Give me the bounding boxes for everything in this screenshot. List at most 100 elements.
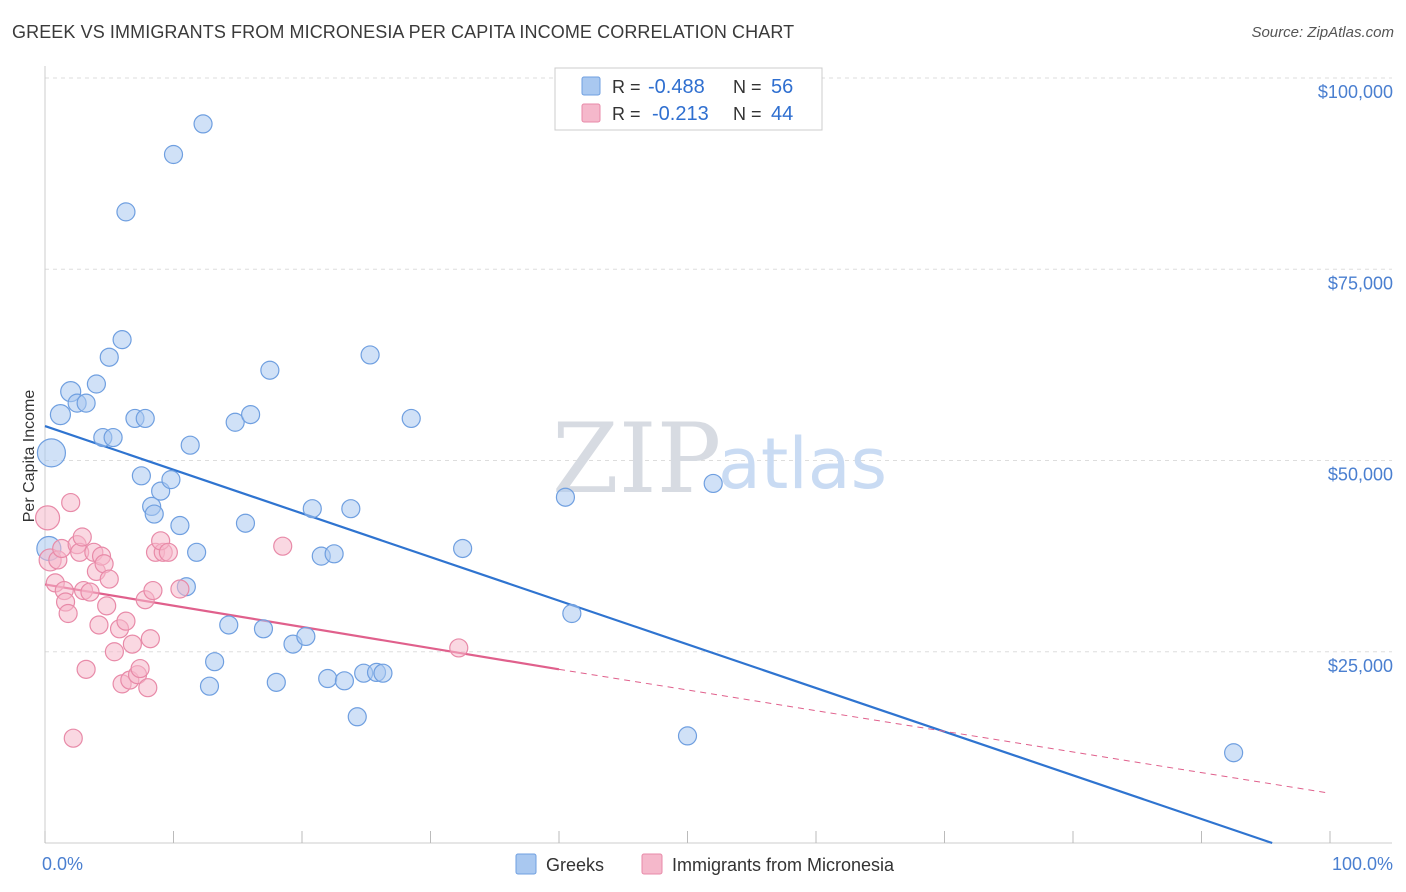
point-greeks-9 xyxy=(112,330,132,350)
watermark-atlas: atlas xyxy=(718,423,887,505)
bottom-legend-swatch-greeks xyxy=(515,853,537,875)
legend-n-label-micronesia: N = xyxy=(733,104,762,124)
point-greeks-13 xyxy=(135,408,155,429)
point-micronesia-22 xyxy=(99,569,119,589)
point-micronesia-32 xyxy=(138,678,158,698)
watermark: ZIP atlas xyxy=(552,403,887,515)
point-micronesia-8 xyxy=(61,492,81,513)
point-micronesia-9 xyxy=(63,728,83,748)
x-tick-labels: 0.0% 100.0% xyxy=(42,854,1393,874)
point-micronesia-12 xyxy=(72,527,92,547)
legend-r-value-greeks: -0.488 xyxy=(648,76,705,98)
grid-layer xyxy=(45,77,1392,653)
point-micronesia-15 xyxy=(80,582,100,602)
point-greeks-41 xyxy=(347,707,367,727)
point-greeks-50 xyxy=(677,726,698,746)
x-tick-label-1: 100.0% xyxy=(1332,854,1393,874)
point-greeks-26 xyxy=(219,615,239,635)
legend-n-value-greeks: 56 xyxy=(771,76,793,98)
point-greeks-10 xyxy=(116,202,136,222)
point-micronesia-14 xyxy=(76,659,96,679)
point-micronesia-33 xyxy=(140,629,160,649)
legend-n-value-micronesia: 44 xyxy=(771,103,793,125)
legend-r-label-micronesia: R = xyxy=(612,104,641,124)
point-greeks-24 xyxy=(199,676,220,696)
point-micronesia-26 xyxy=(116,611,136,631)
y-tick-label-1: $50,000 xyxy=(1328,465,1393,485)
point-greeks-46 xyxy=(401,408,421,429)
point-greeks-37 xyxy=(318,668,338,689)
point-greeks-49 xyxy=(562,603,582,624)
point-micronesia-23 xyxy=(104,642,124,662)
point-micronesia-40 xyxy=(273,536,293,556)
point-greeks-30 xyxy=(253,619,274,639)
point-greeks-5 xyxy=(86,374,107,394)
point-greeks-18 xyxy=(163,144,184,165)
point-greeks-19 xyxy=(170,515,190,536)
point-greeks-39 xyxy=(334,671,355,691)
point-greeks-43 xyxy=(360,345,380,365)
legend-n-label-greeks: N = xyxy=(733,77,762,97)
point-greeks-52 xyxy=(1224,743,1244,763)
points-layer xyxy=(34,114,1244,763)
point-micronesia-39 xyxy=(170,579,190,599)
x-tick-label-0: 0.0% xyxy=(42,854,83,874)
point-greeks-40 xyxy=(341,499,361,519)
point-greeks-45 xyxy=(373,663,393,683)
point-greeks-1 xyxy=(49,404,72,426)
point-micronesia-41 xyxy=(449,638,469,658)
trend-line-micronesia xyxy=(44,583,560,671)
y-tick-label-0: $25,000 xyxy=(1328,656,1393,676)
point-micronesia-21 xyxy=(97,596,117,616)
point-greeks-25 xyxy=(205,652,225,672)
chart-source: Source: ZipAtlas.com xyxy=(1251,24,1394,41)
point-greeks-31 xyxy=(260,360,280,380)
point-greeks-51 xyxy=(703,473,723,494)
bottom-legend-micronesia: Immigrants from Micronesia xyxy=(672,855,895,875)
y-tick-labels: $25,000 $50,000 $75,000 $100,000 xyxy=(1318,82,1393,676)
point-micronesia-7 xyxy=(58,603,78,624)
point-greeks-48 xyxy=(555,487,576,507)
point-greeks-47 xyxy=(453,538,473,559)
trend-line-extension-micronesia xyxy=(558,668,1331,794)
point-greeks-21 xyxy=(180,435,200,455)
point-greeks-34 xyxy=(296,626,316,647)
point-greeks-12 xyxy=(131,466,151,486)
point-greeks-15 xyxy=(144,504,164,524)
point-greeks-38 xyxy=(324,544,344,564)
point-greeks-23 xyxy=(193,114,213,134)
legend-r-value-micronesia: -0.213 xyxy=(652,103,709,125)
legend-swatch-micronesia xyxy=(581,103,601,123)
point-greeks-17 xyxy=(161,470,181,490)
point-micronesia-34 xyxy=(143,580,163,601)
bottom-legend-greeks: Greeks xyxy=(546,855,604,875)
trend-line-greeks xyxy=(44,425,1273,845)
bottom-legend-swatch-micronesia xyxy=(641,853,663,875)
point-greeks-27 xyxy=(225,412,245,432)
point-greeks-28 xyxy=(235,513,256,533)
point-micronesia-30 xyxy=(130,658,150,679)
y-tick-label-2: $75,000 xyxy=(1328,273,1393,293)
y-axis-label: Per Capita Income xyxy=(21,390,38,523)
point-micronesia-38 xyxy=(158,542,178,562)
trend-layer xyxy=(44,425,1331,845)
correlation-legend: R = -0.488 N = 56 R = -0.213 N = 44 xyxy=(554,67,823,131)
point-greeks-8 xyxy=(103,427,123,448)
series-legend: Greeks Immigrants from Micronesia xyxy=(515,853,895,875)
point-greeks-35 xyxy=(302,499,322,519)
point-greeks-0 xyxy=(36,438,67,468)
point-greeks-22 xyxy=(187,542,207,562)
point-greeks-32 xyxy=(266,672,286,692)
watermark-zip: ZIP xyxy=(552,403,721,515)
point-micronesia-0 xyxy=(34,505,61,531)
point-micronesia-18 xyxy=(89,615,109,635)
y-tick-label-3: $100,000 xyxy=(1318,82,1393,102)
point-greeks-29 xyxy=(241,405,261,425)
legend-swatch-greeks xyxy=(581,76,601,96)
point-micronesia-28 xyxy=(122,634,142,654)
point-greeks-7 xyxy=(99,347,119,367)
chart-title: GREEK VS IMMIGRANTS FROM MICRONESIA PER … xyxy=(12,22,795,42)
legend-r-label-greeks: R = xyxy=(612,77,641,97)
point-greeks-4 xyxy=(76,393,96,413)
